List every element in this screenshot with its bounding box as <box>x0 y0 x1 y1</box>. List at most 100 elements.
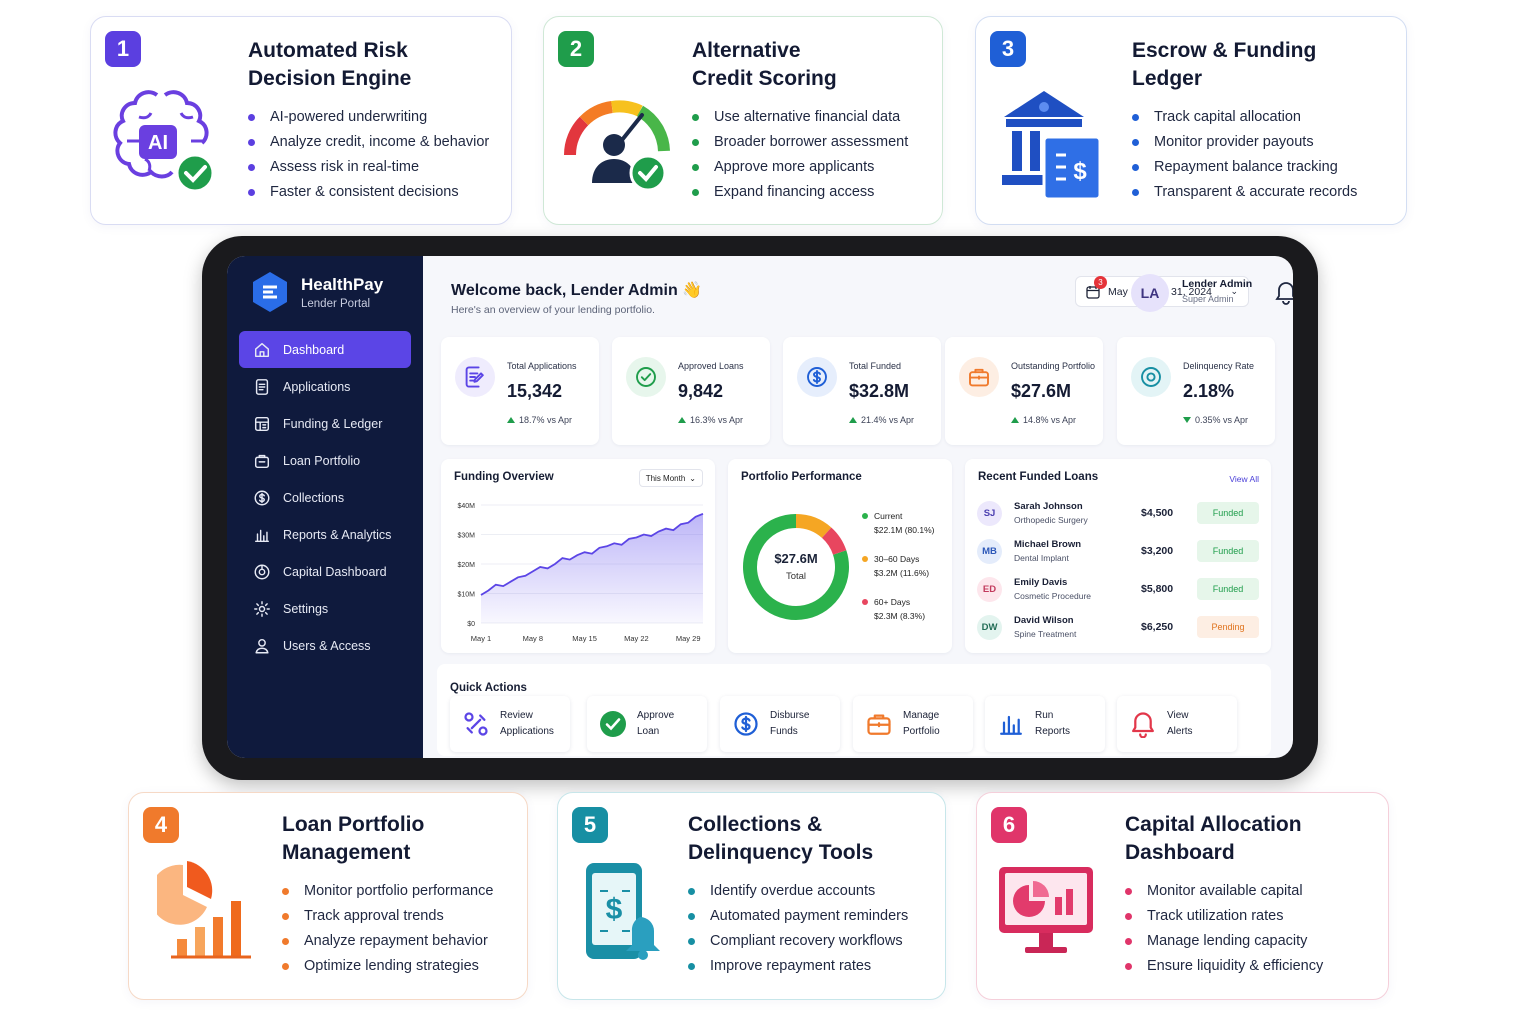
x-tick-label: May 22 <box>624 634 649 643</box>
stat-card: Total Applications 15,342 18.7% vs Apr <box>441 337 599 445</box>
quick-action-manage-portfolio[interactable]: Manage Portfolio <box>853 696 973 752</box>
credit-gauge-user-icon <box>562 93 672 198</box>
feature-bullet: Track capital allocation <box>1132 105 1357 130</box>
portfolio-icon <box>254 454 270 468</box>
procedure: Orthopedic Surgery <box>1014 515 1088 525</box>
sidebar-item-capital-dashboard[interactable]: Capital Dashboard <box>239 553 411 590</box>
stat-card: Total Funded $32.8M 21.4% vs Apr <box>783 337 941 445</box>
sidebar-item-dashboard[interactable]: Dashboard <box>239 331 411 368</box>
donut-center-label: Total <box>785 571 807 582</box>
trend-up-icon <box>1011 417 1019 423</box>
stat-icon <box>1131 357 1171 397</box>
main-content: Welcome back, Lender Admin 👋 Here's an o… <box>423 256 1293 758</box>
trend-down-icon <box>1183 417 1191 423</box>
feature-bullet: AI-powered underwriting <box>248 105 489 130</box>
feature-card-credit-scoring: 2 Alternative Credit Scoring Use alterna… <box>543 16 943 225</box>
period-dropdown[interactable]: This Month ⌄ <box>638 469 703 487</box>
sidebar-item-applications[interactable]: Applications <box>239 368 411 405</box>
quick-actions-panel: Quick Actions Review Applications Approve… <box>437 664 1271 756</box>
sidebar-item-settings[interactable]: Settings <box>239 590 411 627</box>
feature-bullet: Approve more applicants <box>692 155 908 180</box>
quick-action-run-reports[interactable]: Run Reports <box>985 696 1105 752</box>
procedure: Dental Implant <box>1014 553 1069 563</box>
notifications-button[interactable] <box>1274 280 1293 306</box>
table-row[interactable]: DW David Wilson Spine Treatment $6,250 P… <box>977 611 1259 645</box>
area-fill <box>481 513 703 623</box>
quick-action-disburse-funds[interactable]: Disburse Funds <box>720 696 840 752</box>
status-badge: Funded <box>1197 578 1259 600</box>
trend-up-icon <box>849 417 857 423</box>
feature-number-badge: 3 <box>990 31 1026 67</box>
quick-action-label: View Alerts <box>1167 710 1193 737</box>
stat-change: 18.7% vs Apr <box>507 415 572 425</box>
avatar[interactable]: LA <box>1131 274 1169 312</box>
alert-circle-icon <box>1141 367 1161 387</box>
feature-bullet: Identify overdue accounts <box>688 879 908 904</box>
panel-title: Portfolio Performance <box>741 471 862 483</box>
quick-action-view-alerts[interactable]: View Alerts <box>1117 696 1237 752</box>
loan-amount: $6,250 <box>1141 621 1174 633</box>
avatar: SJ <box>977 501 1002 526</box>
quick-action-review-applications[interactable]: Review Applications <box>450 696 570 752</box>
view-all-link[interactable]: View All <box>1229 474 1259 484</box>
check-circle-icon <box>600 711 626 737</box>
stat-icon <box>626 357 666 397</box>
stat-change: 0.35% vs Apr <box>1183 415 1248 425</box>
wave-emoji: 👋 <box>682 282 703 299</box>
feature-card-escrow-ledger: 3 $ Escrow & Funding Ledger Track capita… <box>975 16 1407 225</box>
brand-subtitle: Lender Portal <box>301 297 371 310</box>
stat-card: Approved Loans 9,842 16.3% vs Apr <box>612 337 770 445</box>
briefcase-icon <box>969 368 989 387</box>
feature-bullet: Faster & consistent decisions <box>248 180 489 205</box>
legend-item: 30–60 Days $3.2M (11.6%) <box>862 552 929 580</box>
table-row[interactable]: ED Emily Davis Cosmetic Procedure $5,800… <box>977 573 1259 607</box>
user-role: Super Admin <box>1182 294 1234 304</box>
donut-slice-30-60-days <box>795 514 832 539</box>
stat-label: Outstanding Portfolio <box>1011 361 1096 371</box>
recent-funded-loans-panel: Recent Funded Loans View All SJ Sarah Jo… <box>965 459 1271 653</box>
pie-bar-chart-icon <box>149 857 253 968</box>
feature-bullet: Improve repayment rates <box>688 954 908 979</box>
quick-action-approve-loan[interactable]: Approve Loan <box>587 696 707 752</box>
user-icon <box>255 638 269 653</box>
donut-center-value: $27.6M <box>774 551 818 566</box>
panel-title: Recent Funded Loans <box>978 471 1099 483</box>
feature-bullet: Repayment balance tracking <box>1132 155 1357 180</box>
feature-bullet: Optimize lending strategies <box>282 954 493 979</box>
stat-value: 15,342 <box>507 381 563 401</box>
bar-chart-icon <box>1000 715 1022 735</box>
table-row[interactable]: SJ Sarah Johnson Orthopedic Surgery $4,5… <box>977 497 1259 531</box>
briefcase-icon <box>867 714 891 735</box>
sidebar-item-users-access[interactable]: Users & Access <box>239 627 411 664</box>
status-badge: Pending <box>1197 616 1259 638</box>
feature-bullets: Monitor portfolio performance Track appr… <box>282 879 493 979</box>
stat-change: 14.8% vs Apr <box>1011 415 1076 425</box>
y-tick-label: $10M <box>457 592 475 599</box>
shield-logo-icon <box>253 272 287 312</box>
sidebar-item-funding-ledger[interactable]: Funding & Ledger <box>239 405 411 442</box>
loan-amount: $4,500 <box>1141 507 1174 519</box>
feature-card-capital-allocation: 6 Capital Allocation Dashboard Monitor a… <box>976 792 1389 1000</box>
stat-card: Delinquency Rate 2.18% 0.35% vs Apr <box>1117 337 1275 445</box>
bell-icon <box>1275 282 1293 305</box>
feature-bullet: Broader borrower assessment <box>692 130 908 155</box>
sidebar-item-reports-analytics[interactable]: Reports & Analytics <box>239 516 411 553</box>
sidebar-item-collections[interactable]: Collections <box>239 479 411 516</box>
feature-number-badge: 5 <box>572 807 608 843</box>
check-circle-icon <box>636 367 656 387</box>
sidebar-item-loan-portfolio[interactable]: Loan Portfolio <box>239 442 411 479</box>
page-subtitle: Here's an overview of your lending portf… <box>451 304 655 316</box>
capital-icon <box>254 564 270 579</box>
y-tick-label: $40M <box>457 503 475 510</box>
sidebar-item-label: Applications <box>283 379 351 394</box>
dollar-circle-icon <box>807 367 827 387</box>
procedure: Spine Treatment <box>1014 629 1077 639</box>
feature-bullets: AI-powered underwriting Analyze credit, … <box>248 105 489 205</box>
stat-icon <box>797 357 837 397</box>
feature-bullets: Monitor available capital Track utilizat… <box>1125 879 1323 979</box>
sidebar-item-label: Users & Access <box>283 638 371 653</box>
table-row[interactable]: MB Michael Brown Dental Implant $3,200 F… <box>977 535 1259 569</box>
trend-up-icon <box>678 417 686 423</box>
feature-title: Escrow & Funding Ledger <box>1132 39 1317 90</box>
panel-title: Funding Overview <box>454 471 554 483</box>
